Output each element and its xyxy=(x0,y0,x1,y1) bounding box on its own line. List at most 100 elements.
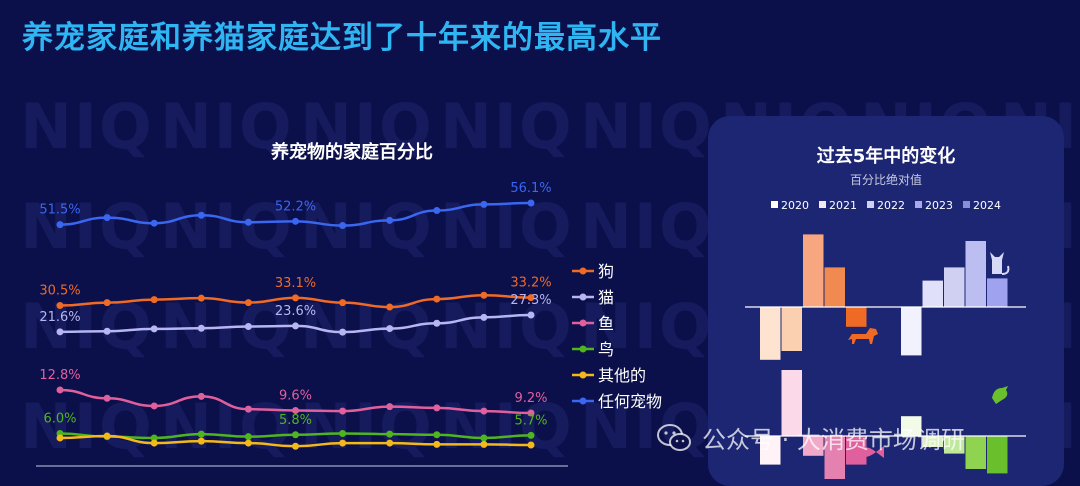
bar xyxy=(824,436,845,479)
data-point xyxy=(480,291,488,299)
legend-marker xyxy=(579,345,587,353)
data-point xyxy=(56,221,64,229)
data-point xyxy=(433,431,441,439)
fish-icon xyxy=(852,446,884,458)
data-point xyxy=(244,299,252,307)
bar xyxy=(944,267,965,307)
bar xyxy=(760,436,781,465)
legend-label: 2021 xyxy=(829,199,857,212)
data-point xyxy=(103,299,111,307)
data-point xyxy=(197,294,205,302)
data-point xyxy=(527,199,535,207)
data-point xyxy=(480,434,488,442)
legend-label: 2020 xyxy=(781,199,809,212)
data-label: 5.8% xyxy=(279,413,312,428)
data-point xyxy=(244,323,252,331)
data-point xyxy=(339,328,347,336)
bar xyxy=(803,234,824,307)
legend-marker xyxy=(579,267,587,275)
legend-swatch xyxy=(963,201,970,208)
data-point xyxy=(56,328,64,336)
legend-label: 狗 xyxy=(598,262,614,281)
data-point xyxy=(480,440,488,448)
data-point xyxy=(386,430,394,438)
data-point xyxy=(386,403,394,411)
data-point xyxy=(433,207,441,215)
data-point xyxy=(339,429,347,437)
legend-label: 鱼 xyxy=(598,314,614,333)
data-point xyxy=(339,439,347,447)
line-chart-title: 养宠物的家庭百分比 xyxy=(270,141,433,163)
data-point xyxy=(292,431,299,439)
data-point xyxy=(433,319,441,327)
data-label: 12.8% xyxy=(39,368,80,383)
legend-label: 2024 xyxy=(973,199,1001,212)
data-point xyxy=(150,439,158,447)
cat-icon xyxy=(990,252,1010,275)
data-point xyxy=(480,200,488,208)
data-point xyxy=(292,406,299,414)
data-label: 23.6% xyxy=(275,304,316,319)
dog-icon xyxy=(848,328,878,344)
data-point xyxy=(527,431,535,439)
data-point xyxy=(150,434,158,442)
data-label: 27.3% xyxy=(510,293,551,308)
data-point xyxy=(386,439,394,447)
data-label: 56.1% xyxy=(510,181,551,196)
bar xyxy=(803,436,824,456)
data-label: 52.2% xyxy=(275,199,316,214)
bar xyxy=(846,307,867,327)
data-point xyxy=(56,434,64,442)
legend-marker xyxy=(579,371,587,379)
data-point xyxy=(433,440,441,448)
data-label: 51.5% xyxy=(39,203,80,218)
data-point xyxy=(197,392,205,400)
data-point xyxy=(527,409,535,417)
data-label: 30.5% xyxy=(39,284,80,299)
data-point xyxy=(103,432,111,440)
bar xyxy=(781,370,802,436)
legend-swatch xyxy=(867,201,874,208)
page-title: 养宠家庭和养猫家庭达到了十年来的最高水平 xyxy=(22,20,662,56)
legend-label: 猫 xyxy=(598,288,614,307)
legend-swatch xyxy=(771,201,778,208)
data-point xyxy=(244,439,252,447)
bar-chart-subtitle: 百分比绝对值 xyxy=(849,173,922,187)
bar xyxy=(901,307,922,356)
legend-swatch xyxy=(819,201,826,208)
legend-label: 鸟 xyxy=(598,340,614,359)
bar xyxy=(922,436,943,447)
data-point xyxy=(480,313,488,321)
data-point xyxy=(292,217,299,225)
data-point xyxy=(197,437,205,445)
data-point xyxy=(150,219,158,227)
data-point xyxy=(150,296,158,304)
line-chart: 养宠物的家庭百分比 30.5% 33.1% 33.2% 21.6% 23.6% 27.3%… xyxy=(36,141,662,467)
data-point xyxy=(197,430,205,438)
legend-marker xyxy=(579,397,587,405)
data-point xyxy=(292,322,299,330)
wechat-icon xyxy=(657,423,691,451)
bar xyxy=(922,280,943,307)
data-point xyxy=(56,386,64,394)
bar-chart-title: 过去5年中的变化 xyxy=(816,146,956,167)
data-point xyxy=(56,302,64,310)
data-point xyxy=(480,407,488,415)
footer-watermark: 公众号 · 大消费市场调研 xyxy=(656,420,965,455)
bar xyxy=(965,436,986,469)
footer-watermark-text: 公众号 · 大消费市场调研 xyxy=(702,426,965,454)
bar xyxy=(965,241,986,307)
bar xyxy=(987,436,1008,474)
data-point xyxy=(433,404,441,412)
bar xyxy=(760,307,781,360)
data-point xyxy=(244,405,252,413)
data-point xyxy=(244,433,252,441)
legend-swatch xyxy=(915,201,922,208)
data-label: 33.1% xyxy=(275,276,316,291)
data-point xyxy=(103,394,111,402)
legend-label: 2023 xyxy=(925,199,953,212)
data-point xyxy=(386,325,394,333)
data-point xyxy=(527,441,535,449)
bar xyxy=(824,267,845,307)
